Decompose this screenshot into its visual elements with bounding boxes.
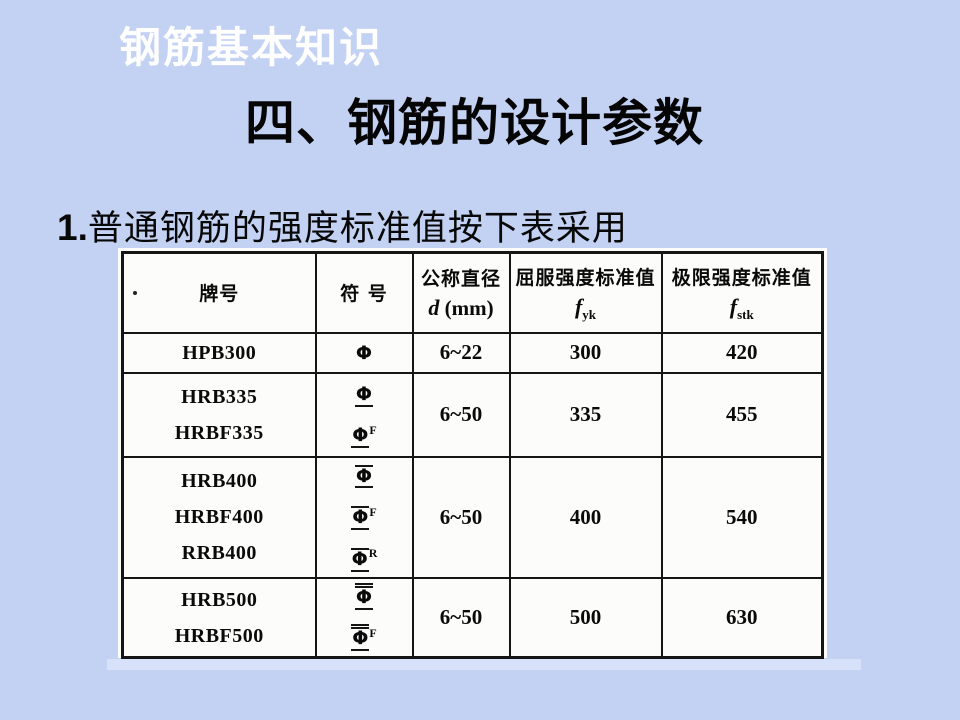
diameter-unit: (mm)	[439, 296, 494, 321]
symbol-line: Φ	[317, 335, 412, 371]
symbol-cell: Φ ΦF	[314, 371, 414, 458]
rebar-symbol: Φ	[354, 582, 374, 610]
symbol-cell: Φ ΦF ΦR	[314, 455, 414, 579]
header-diameter-formula: d (mm)	[414, 295, 509, 321]
fstk-cell: 420	[660, 331, 824, 374]
rebar-symbol: Φ	[351, 624, 370, 652]
symbol-line: Φ	[317, 376, 412, 412]
scan-dot-artifact	[133, 290, 137, 295]
table-row: HPB300 Φ 6~22 300 420	[121, 331, 824, 374]
grade-cell: HRB400 HRBF400 RRB400	[121, 455, 317, 579]
symbol-line: Φ	[317, 458, 412, 494]
grade-label: HRBF335	[174, 421, 264, 444]
table-row: HRB335 HRBF335 Φ ΦF 6~50 335 455	[121, 371, 824, 458]
grade-label: HRBF500	[174, 624, 264, 647]
fstk-cell: 630	[660, 576, 824, 659]
table-row: HRB400 HRBF400 RRB400 Φ ΦF ΦR 6~50 400 540	[121, 455, 824, 579]
fyk-cell: 400	[508, 455, 663, 579]
point-line: 1.普通钢筋的强度标准值按下表采用	[57, 200, 628, 251]
rebar-symbol: Φ	[351, 506, 370, 531]
table-row: HRB500 HRBF500 Φ ΦF 6~50 500 630	[121, 576, 824, 659]
fyk-cell: 500	[508, 576, 663, 659]
header-ultimate-formula: fstk	[663, 294, 822, 323]
rebar-strength-table: 牌号 符 号 公称直径 d (mm) 屈服强度标准值 fyk 极限强度标准值	[121, 251, 824, 660]
fyk-subscript: yk	[582, 306, 597, 322]
grade-cell: HRB500 HRBF500	[121, 576, 317, 659]
table-bottom-highlight-strip	[107, 659, 861, 670]
grade-label: HPB300	[182, 341, 257, 364]
header-yield-strength: 屈服强度标准值 fyk	[508, 251, 663, 334]
symbol-superscript: F	[369, 422, 377, 437]
header-symbol-label: 符 号	[340, 283, 388, 306]
grade-cell: HRB335 HRBF335	[121, 371, 317, 458]
header-ultimate-label: 极限强度标准值	[671, 266, 812, 289]
fyk-variable: f	[574, 293, 583, 319]
fyk-cell: 335	[508, 371, 663, 458]
header-diameter-label: 公称直径	[420, 268, 501, 291]
rebar-symbol: Φ	[351, 424, 370, 449]
symbol-line: ΦF	[317, 412, 412, 454]
rebar-symbol: Φ	[354, 382, 374, 407]
diameter-cell: 6~50	[411, 371, 511, 458]
diameter-cell: 6~22	[411, 331, 511, 374]
grade-label: HRBF400	[174, 506, 264, 529]
symbol-line: ΦF	[317, 615, 412, 657]
rebar-symbol: Φ	[354, 464, 374, 489]
grade-label: HRB400	[181, 470, 258, 493]
header-grade-label: 牌号	[199, 283, 240, 306]
fstk-cell: 455	[660, 371, 824, 458]
header-yield-label: 屈服强度标准值	[515, 266, 656, 289]
diameter-cell: 6~50	[411, 576, 511, 659]
fstk-variable: f	[729, 293, 738, 319]
header-yield-formula: fyk	[511, 294, 661, 323]
grade-cell: HPB300	[121, 331, 317, 374]
header-grade: 牌号	[121, 251, 317, 334]
symbol-superscript: F	[369, 625, 377, 640]
diameter-variable: d	[428, 295, 440, 321]
grade-label: HRB335	[181, 385, 258, 408]
diameter-cell: 6~50	[411, 455, 511, 579]
symbol-line: ΦF	[317, 494, 412, 536]
scanned-table-image: 牌号 符 号 公称直径 d (mm) 屈服强度标准值 fyk 极限强度标准值	[118, 248, 827, 660]
header-diameter: 公称直径 d (mm)	[411, 251, 511, 334]
slide-kicker-title: 钢筋基本知识	[119, 26, 384, 72]
grade-label: RRB400	[181, 542, 257, 565]
fyk-cell: 300	[508, 331, 663, 374]
header-symbol: 符 号	[314, 251, 414, 334]
table-body: HPB300 Φ 6~22 300 420 HRB335 HRBF335 Φ ΦF 6~50 335…	[121, 331, 824, 659]
header-row: 牌号 符 号 公称直径 d (mm) 屈服强度标准值 fyk 极限强度标准值	[121, 251, 824, 334]
point-text: 普通钢筋的强度标准值按下表采用	[87, 209, 628, 248]
fstk-cell: 540	[660, 455, 824, 579]
point-number: 1.	[57, 207, 88, 248]
symbol-line: Φ	[317, 579, 412, 615]
symbol-superscript: F	[369, 504, 377, 519]
fstk-subscript: stk	[737, 306, 754, 322]
slide-title: 四、钢筋的设计参数	[245, 95, 704, 151]
symbol-line: ΦR	[317, 535, 412, 577]
symbol-cell: Φ	[314, 331, 414, 374]
table-header: 牌号 符 号 公称直径 d (mm) 屈服强度标准值 fyk 极限强度标准值	[121, 251, 824, 334]
header-ultimate-strength: 极限强度标准值 fstk	[660, 251, 824, 334]
symbol-cell: Φ ΦF	[314, 576, 414, 659]
grade-label: HRB500	[181, 588, 258, 611]
symbol-superscript: R	[368, 546, 378, 561]
rebar-symbol: Φ	[355, 341, 373, 364]
rebar-symbol: Φ	[350, 547, 369, 572]
